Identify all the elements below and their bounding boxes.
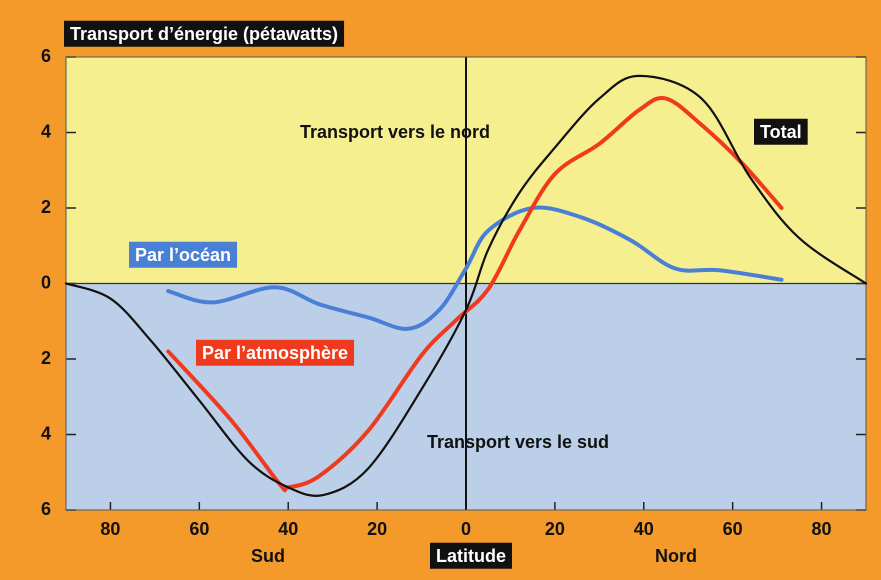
legend-label: Par l’océan bbox=[135, 245, 231, 265]
legend-label-box bbox=[196, 339, 355, 366]
y-tick-label: 2 bbox=[41, 197, 51, 217]
x-tick-label: 40 bbox=[278, 519, 298, 539]
x-tick-label: 40 bbox=[634, 519, 654, 539]
annotation: Sud bbox=[251, 546, 285, 566]
x-tick-label: 20 bbox=[367, 519, 387, 539]
legend-label-box bbox=[754, 118, 808, 145]
series-line bbox=[64, 74, 868, 497]
y-tick-label: 6 bbox=[41, 499, 51, 519]
x-tick-label: 80 bbox=[812, 519, 832, 539]
x-tick-label: 60 bbox=[189, 519, 209, 539]
annotation: Nord bbox=[655, 546, 697, 566]
y-tick-label: 4 bbox=[41, 423, 51, 443]
x-tick-label: 20 bbox=[545, 519, 565, 539]
legend-label: Total bbox=[760, 122, 802, 142]
y-tick-label: 4 bbox=[41, 121, 51, 141]
legend-label: Par l’atmosphère bbox=[202, 343, 348, 363]
annotation: Transport vers le sud bbox=[427, 432, 609, 452]
annotation: Transport vers le nord bbox=[300, 122, 490, 142]
x-tick-label: 80 bbox=[100, 519, 120, 539]
series-line bbox=[166, 205, 784, 331]
chart-title-box bbox=[64, 20, 345, 47]
x-axis-label: Latitude bbox=[436, 546, 506, 566]
series-line bbox=[166, 95, 784, 493]
x-tick-label: 0 bbox=[461, 519, 471, 539]
y-tick-label: 0 bbox=[41, 272, 51, 292]
legend-label-box bbox=[129, 241, 238, 268]
y-tick-label: 2 bbox=[41, 348, 51, 368]
y-tick-label: 6 bbox=[41, 46, 51, 66]
chart-title: Transport d’énergie (pétawatts) bbox=[70, 24, 338, 44]
x-axis-label-box bbox=[430, 542, 512, 569]
x-tick-label: 60 bbox=[723, 519, 743, 539]
